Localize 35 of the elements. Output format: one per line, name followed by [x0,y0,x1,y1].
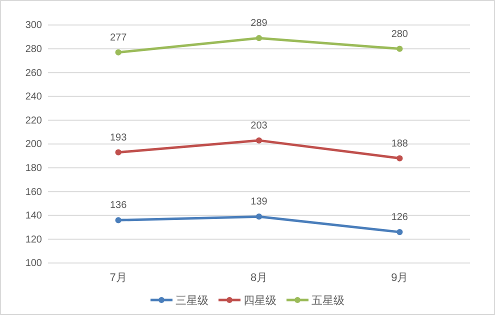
point [396,228,403,236]
y-tick-label: 280 [25,44,42,55]
point [256,137,262,144]
data-label: 277 [110,32,128,44]
y-tick-label: 180 [25,163,42,174]
legend-label: 三星级 [176,295,208,307]
data-label: 139 [250,196,268,208]
point [256,35,262,42]
data-label: 188 [391,138,408,150]
point [396,46,403,52]
y-tick-label: 300 [25,20,42,32]
point [115,149,122,156]
point [115,217,122,224]
x-tick-label: 7月 [110,272,127,284]
data-label: 126 [391,212,408,224]
y-tick-label: 120 [25,234,42,246]
x-tick-label: 8月 [250,272,268,284]
x-tick-label: 9月 [391,272,408,284]
point [115,49,122,56]
legend-label: 五星级 [312,295,344,307]
y-tick-label: 240 [25,92,42,103]
data-label: 289 [250,18,268,30]
legend-label: 四星级 [244,295,276,307]
y-tick-label: 100 [25,258,42,270]
data-label: 280 [391,28,408,40]
y-tick-label: 220 [25,115,42,126]
y-tick-label: 260 [25,68,42,79]
y-tick-label: 200 [25,139,42,150]
data-label: 136 [110,200,128,212]
data-label: 203 [250,120,268,132]
y-tick-label: 160 [25,186,42,198]
data-label: 193 [110,132,128,144]
y-tick-label: 140 [25,210,42,222]
point [396,155,403,162]
point [256,214,262,220]
